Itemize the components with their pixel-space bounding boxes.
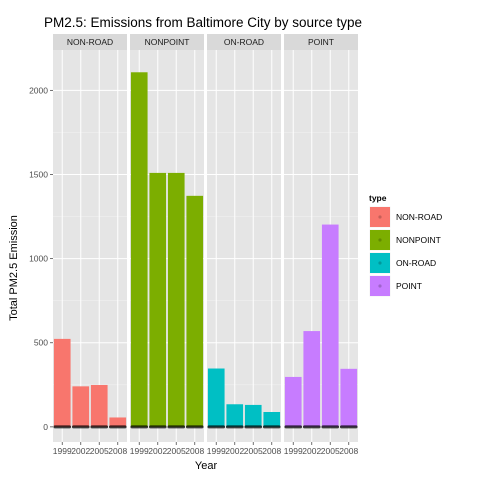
legend-key-swatch <box>370 230 390 250</box>
x-axis-title: Year <box>195 460 218 472</box>
bar-non-road-2002 <box>72 386 90 427</box>
facet-panel-nonpoint: NONPOINT 1999 2002 2005 2008 <box>130 34 204 456</box>
y-tick-label: 1000 <box>29 254 48 264</box>
legend-item-label: POINT <box>396 281 422 291</box>
bar-nonpoint-2002 <box>149 172 167 427</box>
y-axis: 0 500 1000 1500 2000 <box>29 85 53 432</box>
legend-key-point <box>378 261 382 265</box>
bar-point-2008 <box>340 368 358 427</box>
facet-strip <box>130 34 204 50</box>
facet-strip <box>53 34 127 50</box>
x-tick-label: 2005 <box>90 446 109 456</box>
bar-point-2005 <box>321 224 339 427</box>
legend-item-label: ON-ROAD <box>396 258 436 268</box>
facet-strip-label: NONPOINT <box>145 37 190 47</box>
bar-non-road-2005 <box>90 384 108 427</box>
x-tick-label: 1999 <box>53 446 72 456</box>
legend-item-point: POINT <box>368 274 422 298</box>
bar-nonpoint-2008 <box>186 195 204 427</box>
facet-strip-label: POINT <box>308 37 334 47</box>
x-tick-label: 2002 <box>71 446 90 456</box>
x-tick-label: 1999 <box>130 446 149 456</box>
facet-strip-label: ON-ROAD <box>224 37 264 47</box>
x-tick-label: 1999 <box>207 446 226 456</box>
facet-panel-non-road: NON-ROAD 1999 2002 2005 2008 <box>53 34 127 456</box>
facet-strip <box>284 34 358 50</box>
y-tick-label: 500 <box>34 338 48 348</box>
bar-on-road-2005 <box>244 404 262 427</box>
facet-strip <box>207 34 281 50</box>
x-tick-label: 1999 <box>284 446 303 456</box>
bar-on-road-1999 <box>207 368 225 427</box>
legend: type NON-ROAD NONPOINT ON-ROAD POINT <box>368 193 442 298</box>
y-tick-label: 0 <box>43 422 48 432</box>
facet-panel-point: POINT 1999 2002 2005 2008 <box>284 34 358 456</box>
y-tick-label: 2000 <box>29 85 48 95</box>
x-tick-label: 2005 <box>244 446 263 456</box>
legend-item-label: NONPOINT <box>396 235 441 245</box>
x-tick-label: 2008 <box>108 446 127 456</box>
x-tick-label: 2008 <box>339 446 358 456</box>
bar-point-2002 <box>303 331 321 427</box>
bar-on-road-2008 <box>263 412 281 427</box>
legend-key-point <box>378 238 382 242</box>
legend-item-label: NON-ROAD <box>396 212 442 222</box>
bar-nonpoint-2005 <box>167 172 185 427</box>
bar-non-road-2008 <box>109 417 127 427</box>
legend-item-on-road: ON-ROAD <box>368 251 436 275</box>
bar-on-road-2002 <box>226 404 244 427</box>
x-tick-label: 2008 <box>185 446 204 456</box>
x-tick-label: 2002 <box>225 446 244 456</box>
legend-key-point <box>378 284 382 288</box>
legend-item-nonpoint: NONPOINT <box>368 228 441 252</box>
chart-title: PM2.5: Emissions from Baltimore City by … <box>44 15 362 30</box>
y-axis-title: Total PM2.5 Emission <box>8 215 20 321</box>
legend-key-swatch <box>370 276 390 296</box>
bar-nonpoint-1999 <box>130 72 148 427</box>
x-tick-label: 2005 <box>321 446 340 456</box>
facet-panel-on-road: ON-ROAD 1999 2002 2005 2008 <box>207 34 281 456</box>
legend-key-swatch <box>370 207 390 227</box>
y-tick-label: 1500 <box>29 169 48 179</box>
x-tick-label: 2002 <box>302 446 321 456</box>
x-tick-label: 2002 <box>148 446 167 456</box>
legend-item-non-road: NON-ROAD <box>368 205 442 229</box>
bar-point-1999 <box>284 376 302 427</box>
x-tick-label: 2008 <box>262 446 281 456</box>
legend-key-swatch <box>370 253 390 273</box>
legend-key-point <box>378 215 382 219</box>
bar-non-road-1999 <box>53 338 71 427</box>
x-tick-label: 2005 <box>167 446 186 456</box>
legend-title: type <box>369 193 387 203</box>
facet-strip-label: NON-ROAD <box>67 37 113 47</box>
